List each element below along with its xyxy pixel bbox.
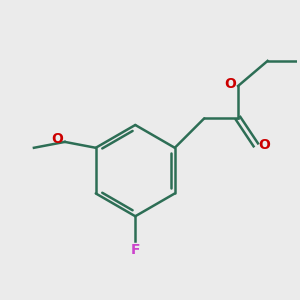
Text: F: F (130, 242, 140, 256)
Text: O: O (52, 132, 63, 146)
Text: O: O (224, 77, 236, 92)
Text: O: O (258, 138, 270, 152)
